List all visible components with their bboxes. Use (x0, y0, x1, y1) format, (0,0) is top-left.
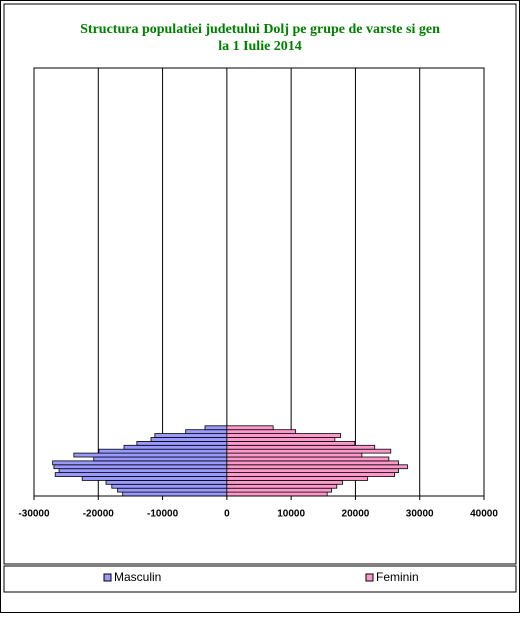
bar (98, 448, 228, 454)
bar (185, 429, 228, 435)
legend-swatch (103, 573, 112, 582)
bar (54, 472, 228, 477)
bar (150, 437, 228, 442)
bar (226, 491, 328, 497)
bar (226, 472, 396, 477)
bar (122, 491, 228, 497)
bar (226, 448, 392, 454)
bar (226, 429, 297, 435)
legend-box (3, 565, 517, 593)
bar (136, 440, 228, 446)
legend-swatch (365, 573, 374, 582)
x-tick-label: 40000 (470, 509, 498, 520)
x-tick-label: 0 (224, 509, 230, 520)
bar (226, 483, 338, 489)
bar (111, 483, 228, 489)
bar (226, 487, 333, 493)
bar (53, 464, 228, 470)
x-tick-label: -20000 (83, 509, 115, 520)
x-tick-label: 30000 (406, 509, 434, 520)
bar (226, 444, 376, 450)
bar (226, 433, 342, 438)
bar (226, 476, 369, 481)
chart-title: Structura populatiei judetului Dolj pe g… (80, 22, 440, 37)
x-tick-label: -10000 (147, 509, 179, 520)
bar (226, 425, 274, 431)
bar (105, 479, 228, 485)
bar (123, 444, 228, 450)
bar (226, 440, 356, 446)
bar (93, 456, 228, 462)
bar (73, 452, 228, 458)
legend-label: Feminin (376, 570, 419, 584)
bar (226, 437, 336, 442)
bar (154, 433, 228, 438)
plot-area (33, 67, 485, 497)
bar (204, 425, 228, 431)
bar (226, 460, 399, 466)
bar (226, 468, 399, 474)
bar (226, 464, 408, 470)
x-tick-label: 10000 (277, 509, 305, 520)
bar (226, 479, 343, 485)
bar (226, 456, 390, 462)
legend-label: Masculin (114, 570, 161, 584)
x-tick-label: -30000 (18, 509, 50, 520)
bar (117, 487, 228, 493)
chart-frame (3, 3, 517, 565)
x-tick-label: 20000 (342, 509, 370, 520)
bar (81, 476, 228, 481)
bar (52, 460, 228, 466)
bar (226, 452, 363, 458)
bar (58, 468, 228, 474)
chart-subtitle: la 1 Iulie 2014 (218, 39, 302, 54)
